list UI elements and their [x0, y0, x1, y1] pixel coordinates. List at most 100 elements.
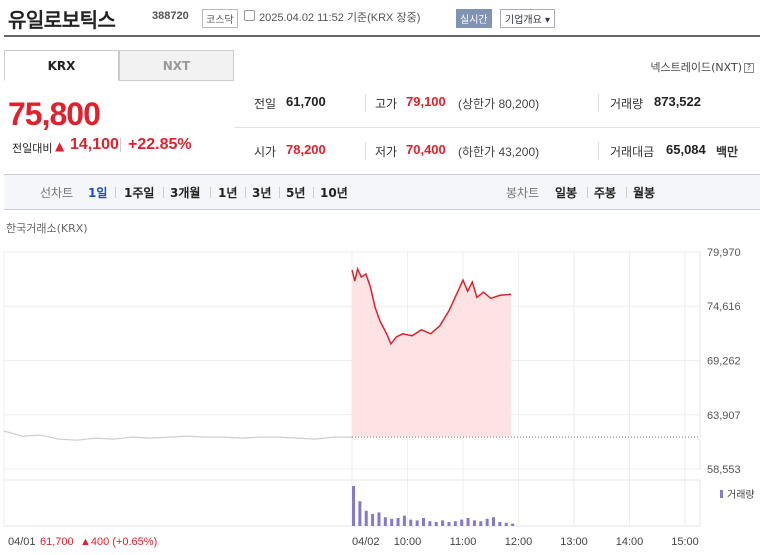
volume-bar — [434, 522, 438, 526]
nxt-link-label[interactable]: 넥스트레이드(NXT) — [650, 61, 742, 74]
volume-bar — [453, 521, 457, 526]
candle-monthly[interactable]: 월봉 — [633, 186, 656, 200]
timestamp: 2025.04.02 11:52 기준(KRX 장중) — [259, 12, 421, 24]
prev-day-change: ▲400 (+0.65%) — [80, 536, 157, 548]
exchange-label: 한국거래소(KRX) — [6, 222, 88, 235]
volume-bar — [422, 518, 426, 526]
clock-icon — [244, 10, 255, 21]
y-tick-label: 69,262 — [707, 355, 741, 367]
high-label: 고가 — [375, 97, 398, 111]
change-divider — [120, 138, 121, 152]
nxt-link[interactable]: 넥스트레이드(NXT)? — [650, 59, 754, 75]
y-tick-label: 58,553 — [707, 464, 741, 476]
period-divider — [245, 187, 246, 198]
current-price: 75,800 — [8, 96, 101, 132]
candle-chart-label: 봉차트 — [506, 186, 540, 200]
x-tick-label: 14:00 — [616, 536, 644, 548]
market-badge: 코스닥 — [202, 9, 238, 28]
stat-divider — [598, 94, 599, 112]
x-tick-label: 10:00 — [394, 536, 422, 548]
period-divider — [626, 187, 627, 198]
volume-bar — [390, 518, 394, 526]
period-divider — [115, 187, 116, 198]
volume-bar — [466, 518, 470, 526]
tab-krx[interactable]: KRX — [4, 50, 119, 81]
volume-value: 873,522 — [654, 94, 701, 109]
volume-bar — [364, 510, 368, 526]
volume-legend-label: 거래량 — [727, 489, 755, 501]
prev-day-date: 04/01 — [8, 536, 36, 548]
stat-divider — [365, 94, 366, 112]
amount-label: 거래대금 — [610, 145, 655, 159]
period-divider — [210, 187, 211, 198]
x-tick-label: 11:00 — [450, 536, 477, 548]
x-tick-label: 04/02 — [352, 536, 380, 548]
tab-nxt[interactable]: NXT — [119, 50, 234, 81]
open-label: 시가 — [254, 145, 277, 159]
prev-close-label: 전일 — [254, 97, 277, 111]
open-value: 78,200 — [286, 142, 326, 157]
period-10year[interactable]: 10년 — [320, 186, 348, 200]
low-label: 저가 — [375, 145, 398, 159]
amount-unit: 백만 — [716, 145, 739, 159]
lower-limit: (하한가 43,200) — [458, 145, 540, 159]
period-divider — [163, 187, 164, 198]
high-value: 79,100 — [406, 94, 446, 109]
volume-bar — [415, 520, 419, 526]
period-1day[interactable]: 1일 — [88, 186, 108, 200]
volume-bar — [428, 521, 432, 526]
volume-bar — [492, 517, 496, 526]
volume-legend-swatch — [720, 490, 723, 498]
volume-label: 거래량 — [610, 97, 644, 111]
prev-day-line — [3, 430, 352, 441]
period-divider — [313, 187, 314, 198]
prev-day-close: 61,700 — [40, 536, 74, 548]
change-value: 14,100 — [70, 136, 119, 153]
volume-bar — [441, 520, 445, 526]
today-area — [352, 268, 512, 438]
y-tick-label: 79,970 — [707, 247, 741, 259]
volume-bar — [472, 520, 476, 526]
candle-daily[interactable]: 일봉 — [555, 186, 578, 200]
company-overview-button[interactable]: 기업개요 ▾ — [500, 9, 555, 28]
volume-bar — [479, 521, 483, 526]
today-line — [351, 266, 512, 346]
x-tick-label: 12:00 — [505, 536, 533, 548]
low-value: 70,400 — [406, 142, 446, 157]
stock-code: 388720 — [152, 10, 189, 22]
change-label: 전일대비 — [12, 142, 53, 155]
period-divider — [587, 187, 588, 198]
y-tick-label: 74,616 — [707, 301, 741, 313]
x-axis: 04/02 10:00 11:00 12:00 13:00 14:00 15:00 — [352, 536, 699, 548]
x-tick-label: 15:00 — [671, 536, 699, 548]
period-1week[interactable]: 1주일 — [124, 186, 155, 200]
volume-bar — [511, 523, 515, 526]
help-icon[interactable]: ? — [744, 63, 754, 73]
prev-close-value: 61,700 — [286, 94, 326, 109]
volume-bar — [504, 522, 508, 526]
line-chart-label: 선차트 — [40, 186, 74, 200]
volume-bar — [460, 519, 464, 526]
volume-bar — [371, 514, 375, 526]
y-axis: 79,970 74,616 69,262 63,907 58,553 — [707, 247, 741, 476]
volume-bar — [485, 518, 489, 526]
period-5year[interactable]: 5년 — [286, 186, 306, 200]
stat-divider — [365, 142, 366, 160]
change-rate: +22.85% — [128, 136, 192, 153]
volume-bar — [352, 486, 355, 526]
period-bar — [4, 174, 760, 210]
period-divider — [279, 187, 280, 198]
stock-name: 유일로보틱스 — [8, 8, 116, 32]
volume-bar — [383, 517, 387, 526]
period-1year[interactable]: 1년 — [218, 186, 238, 200]
volume-bars — [352, 486, 515, 526]
period-3year[interactable]: 3년 — [252, 186, 272, 200]
period-3month[interactable]: 3개월 — [170, 186, 201, 200]
candle-weekly[interactable]: 주봉 — [594, 186, 617, 200]
upper-limit: (상한가 80,200) — [458, 97, 540, 111]
volume-bar — [498, 522, 502, 526]
volume-bar — [447, 522, 451, 526]
volume-bar — [409, 519, 413, 526]
volume-bar — [402, 515, 406, 526]
